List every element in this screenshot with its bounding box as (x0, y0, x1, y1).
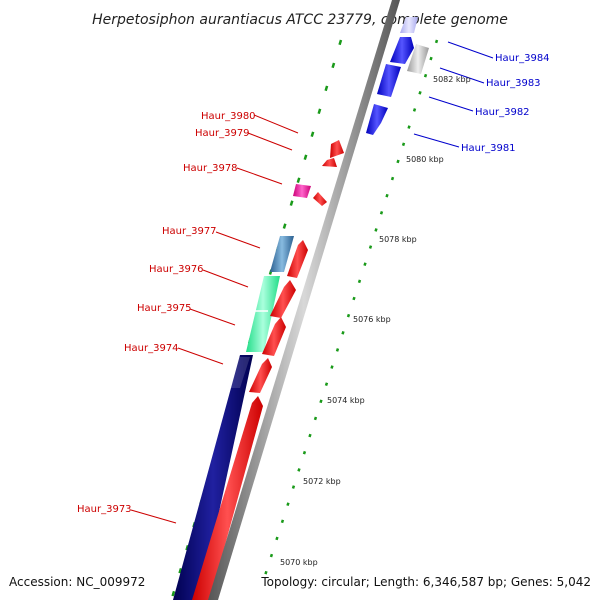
tick-5080: 5080 kbp (406, 155, 444, 164)
label-haur-3977: Haur_3977 (162, 226, 217, 237)
arrow-haur-3980 (330, 140, 344, 158)
arrow-haur-3982 (377, 64, 401, 97)
arrow-haur-3983 (407, 44, 429, 74)
arrow-lavender (400, 17, 418, 33)
arrow-haur-3981 (366, 104, 388, 135)
label-haur-3983: Haur_3983 (486, 78, 541, 89)
label-haur-3981: Haur_3981 (461, 143, 516, 154)
label-haur-3978: Haur_3978 (183, 163, 238, 174)
page-title: Herpetosiphon aurantiacus ATCC 23779, co… (92, 12, 508, 28)
arrow-haur-3979 (322, 158, 337, 167)
gene-block-haur-3975 (246, 276, 280, 352)
forward-gene-labels: Haur_3984 Haur_3983 Haur_3982 Haur_3981 (413, 41, 550, 154)
label-haur-3980: Haur_3980 (201, 111, 256, 122)
accession-text: Accession: NC_009972 (9, 575, 145, 589)
label-haur-3974: Haur_3974 (124, 343, 179, 354)
kbp-tick-labels: 5070 kbp 5072 kbp 5074 kbp 5076 kbp 5078… (280, 75, 471, 567)
label-haur-3982: Haur_3982 (475, 107, 530, 118)
label-haur-3975: Haur_3975 (137, 303, 192, 314)
arrow-haur-3984 (390, 37, 414, 64)
arrow-haur-3978b (313, 192, 327, 206)
gene-block-haur-3978 (293, 184, 311, 198)
red-arrows (192, 140, 344, 600)
gene-block-haur-3973 (173, 355, 253, 600)
label-haur-3984: Haur_3984 (495, 53, 550, 64)
gene-block-haur-3977 (270, 236, 294, 272)
label-haur-3976: Haur_3976 (149, 264, 204, 275)
label-haur-3973: Haur_3973 (77, 504, 132, 515)
backbone (208, 0, 400, 600)
tick-5070: 5070 kbp (280, 558, 318, 567)
tick-5076: 5076 kbp (353, 315, 391, 324)
blue-arrows (366, 17, 429, 135)
inner-tick-track (260, 39, 439, 586)
reverse-gene-labels: Haur_3980 Haur_3979 Haur_3978 Haur_3977 … (77, 111, 299, 524)
genome-info-text: Topology: circular; Length: 6,346,587 bp… (260, 575, 591, 589)
label-haur-3979: Haur_3979 (195, 128, 250, 139)
tick-5074: 5074 kbp (327, 396, 365, 405)
tick-5072: 5072 kbp (303, 477, 341, 486)
tick-5078: 5078 kbp (379, 235, 417, 244)
tick-5082: 5082 kbp (433, 75, 471, 84)
